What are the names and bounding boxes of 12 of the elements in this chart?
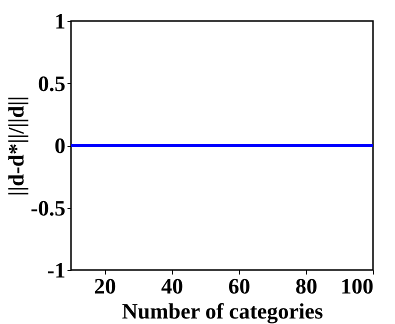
y-tick-label: 0 [54, 133, 66, 158]
x-tick-label: 60 [228, 274, 250, 298]
y-tick-label: 0.5 [38, 70, 66, 96]
x-tick-label: 100 [340, 274, 374, 298]
x-tick-label: 40 [161, 274, 184, 298]
x-tick-label: 20 [94, 274, 116, 298]
y-tick-label: -1 [47, 258, 66, 282]
x-axis-title: Number of categories [122, 298, 324, 324]
y-tick-label: 1 [54, 8, 66, 34]
x-tick-label: 80 [295, 274, 318, 298]
y-axis-title: ||d-d*||/||d|| [4, 96, 29, 196]
y-tick-label: -0.5 [30, 195, 66, 220]
